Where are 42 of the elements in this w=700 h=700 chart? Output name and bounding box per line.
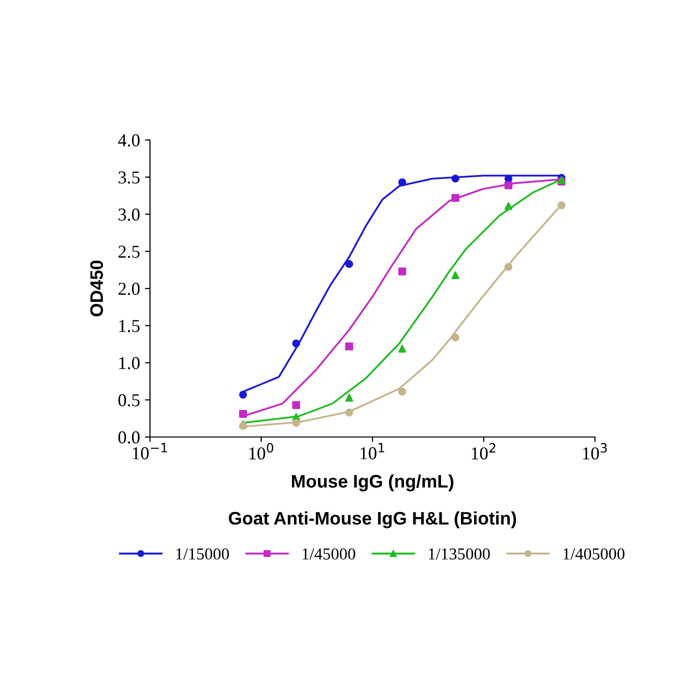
legend-label: 1/15000 (176, 548, 229, 560)
point (398, 344, 406, 353)
y-tick-label: 0.5 (118, 394, 140, 406)
legend-label: 1/405000 (564, 548, 624, 560)
y-tick-label: 2.5 (118, 246, 140, 258)
point (451, 174, 460, 183)
legend-label: 1/135000 (428, 548, 490, 560)
x-tick-label: 10$^{0}$ (249, 443, 274, 460)
y-tick-label: 0.0 (118, 431, 140, 444)
x-axis-title: Mouse IgG (ng/mL) (292, 474, 454, 492)
x-tick-label: 10$^{−1}$ (132, 443, 168, 460)
point (345, 342, 354, 350)
legend-title: Goat Anti-Mouse IgG H&L (Biotin) (228, 511, 516, 528)
point (398, 267, 406, 276)
point (292, 401, 300, 410)
y-tick-label: 1.0 (119, 357, 140, 370)
point (292, 418, 300, 427)
point (345, 408, 354, 416)
y-tick-label: 1.5 (119, 320, 140, 332)
x-tick-label: 10$^{2}$ (472, 443, 496, 460)
point (504, 263, 512, 271)
x-tick-label: 10$^{1}$ (360, 443, 384, 460)
x-tick-label: 10$^{3}$ (583, 443, 607, 460)
y-tick-label: 3.0 (118, 208, 140, 221)
point (398, 178, 406, 186)
y-tick-label: 4.0 (118, 134, 140, 147)
point (558, 201, 566, 210)
point (451, 334, 460, 342)
point (504, 202, 512, 210)
point (292, 339, 300, 348)
point (345, 260, 354, 268)
y-axis-title: OD450 (90, 260, 104, 316)
point (239, 410, 247, 418)
legend-label: 1/45000 (302, 548, 356, 560)
point (504, 181, 512, 190)
y-tick-label: 3.5 (118, 171, 140, 184)
point (239, 390, 247, 399)
point (451, 271, 460, 280)
point (345, 394, 354, 402)
point (398, 388, 406, 396)
point (451, 194, 460, 202)
y-tick-label: 2.0 (118, 282, 140, 296)
